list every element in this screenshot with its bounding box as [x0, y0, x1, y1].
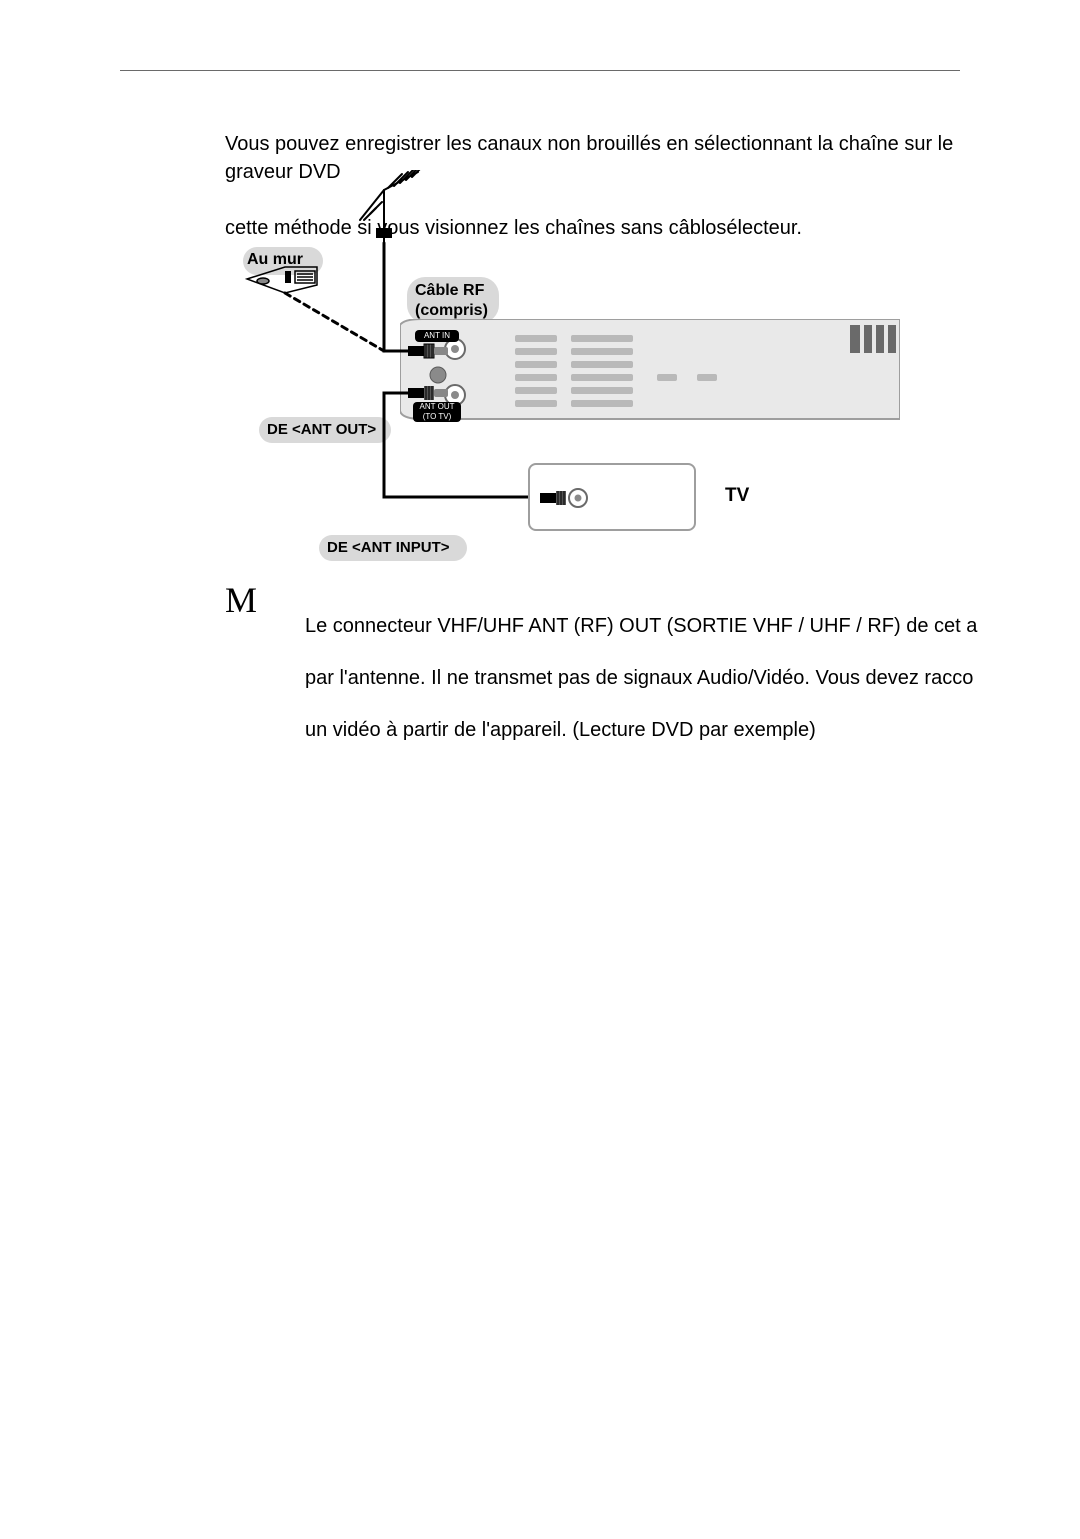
ant-input-label: DE <ANT INPUT>	[327, 539, 450, 556]
note-line3: un vidéo à partir de l'appareil. (Lectur…	[305, 719, 816, 741]
note-line1: Le connecteur VHF/UHF ANT (RF) OUT (SORT…	[305, 615, 977, 637]
horizontal-rule	[120, 70, 960, 71]
note-marker: M	[225, 579, 257, 621]
tv-ant-input-connector-icon	[540, 487, 588, 509]
note-text: Le connecteur VHF/UHF ANT (RF) OUT (SORT…	[305, 587, 1025, 743]
tv-label: TV	[725, 485, 749, 507]
note-line2: par l'antenne. Il ne transmet pas de sig…	[305, 667, 973, 689]
connection-diagram: Au mur Câble RF (compris)	[225, 165, 925, 570]
